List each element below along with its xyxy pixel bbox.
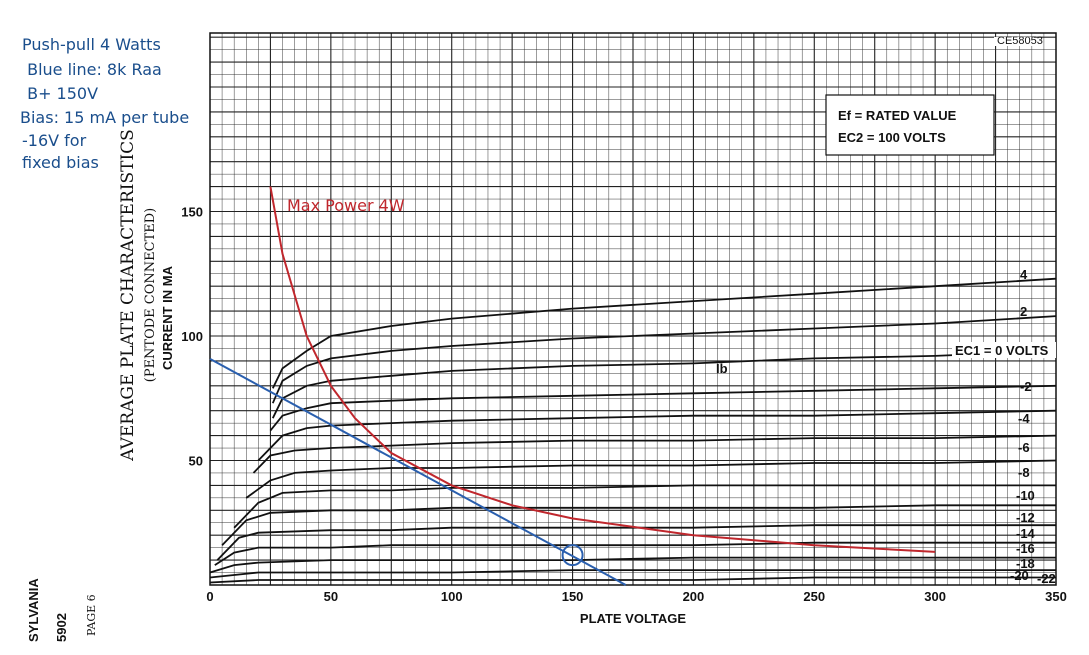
ec1-label-bg bbox=[952, 342, 1056, 358]
curve-label--2: -2 bbox=[1020, 379, 1032, 394]
curve-label--10: -10 bbox=[1016, 488, 1035, 503]
plate-curve--12 bbox=[221, 504, 1056, 546]
plate-curve--20 bbox=[209, 569, 1056, 579]
annotation-line-6: fixed bias bbox=[22, 153, 99, 172]
conditions-box bbox=[825, 94, 995, 156]
y-tick-label: 50 bbox=[189, 454, 203, 469]
y-tick-label: 100 bbox=[181, 329, 203, 344]
max-power-label: Max Power 4W bbox=[287, 196, 405, 215]
operating-point-marker bbox=[561, 544, 584, 567]
curve-label--14: -14 bbox=[1016, 526, 1036, 541]
x-tick-label: 200 bbox=[683, 589, 705, 604]
plate-curve--18 bbox=[209, 556, 1056, 574]
annotation-line-2: Blue line: 8k Raa bbox=[22, 60, 162, 79]
max-power-curve bbox=[269, 186, 936, 553]
curve-label--4: -4 bbox=[1018, 411, 1030, 426]
chart-title: AVERAGE PLATE CHARACTERISTICS bbox=[118, 129, 138, 462]
condition-ec2: EC2 = 100 VOLTS bbox=[838, 130, 946, 145]
footer-page: PAGE 6 bbox=[85, 594, 98, 636]
x-axis-label: PLATE VOLTAGE bbox=[580, 611, 686, 626]
x-tick-label: 50 bbox=[324, 589, 338, 604]
x-tick-label: 250 bbox=[803, 589, 825, 604]
plate-curve-2 bbox=[271, 315, 1057, 404]
plate-curve--6 bbox=[252, 434, 1057, 474]
plate-curves bbox=[209, 277, 1057, 584]
curve-label-4: 4 bbox=[1020, 267, 1028, 282]
curve-label--16: -16 bbox=[1016, 541, 1035, 556]
curve-label--22: -22 bbox=[1037, 571, 1056, 586]
ib-label: Ib bbox=[716, 361, 728, 376]
x-tick-label: 100 bbox=[441, 589, 463, 604]
curve-label--20: -20 bbox=[1010, 568, 1029, 583]
plate-curve-4 bbox=[271, 277, 1057, 389]
annotation-line-1: Push-pull 4 Watts bbox=[22, 35, 161, 54]
plate-curve--10 bbox=[233, 484, 1056, 529]
plate-curve--14 bbox=[216, 524, 1056, 561]
curve-label-2: 2 bbox=[1020, 304, 1027, 319]
curve-labels: 4 2 -2 -4 -6 -8 -10 -12-14-16-18-20 -22 bbox=[1010, 267, 1056, 586]
catalog-code: CE58053 bbox=[997, 35, 1043, 47]
curve-label--18: -18 bbox=[1016, 556, 1035, 571]
annotation-block: Push-pull 4 Watts Blue line: 8k Raa B+ 1… bbox=[20, 35, 189, 172]
plate-curve--8 bbox=[245, 459, 1057, 499]
y-tick-labels: 50 100 150 bbox=[181, 205, 203, 469]
plate-curve--2 bbox=[269, 384, 1057, 432]
curve-label--6: -6 bbox=[1018, 440, 1030, 455]
chart-grid bbox=[210, 33, 1056, 585]
y-axis-label: CURRENT IN MA bbox=[160, 265, 175, 370]
x-tick-label: 0 bbox=[206, 589, 213, 604]
x-tick-label: 150 bbox=[562, 589, 584, 604]
annotation-line-5: -16V for bbox=[22, 131, 87, 150]
plate-curve--4 bbox=[257, 409, 1057, 462]
annotation-line-3: B+ 150V bbox=[22, 84, 98, 103]
curve-label--12: -12 bbox=[1016, 510, 1035, 525]
chart-subtitle: (PENTODE CONNECTED) bbox=[143, 208, 158, 383]
plot-frame bbox=[209, 32, 1057, 586]
condition-ef: Ef = RATED VALUE bbox=[838, 108, 957, 123]
plate-curve-0 bbox=[271, 350, 1057, 419]
x-tick-label: 350 bbox=[1045, 589, 1067, 604]
plate-curve--22 bbox=[209, 576, 1056, 584]
catalog-code-bg bbox=[994, 37, 1034, 46]
y-tick-label: 150 bbox=[181, 205, 203, 220]
footer-brand: SYLVANIA bbox=[26, 578, 41, 642]
curve-label--8: -8 bbox=[1018, 465, 1030, 480]
x-tick-labels: 0 50 100 150 200 250 300 350 bbox=[206, 589, 1066, 604]
load-line-8k bbox=[209, 358, 627, 586]
plate-curve--16 bbox=[214, 541, 1056, 566]
footer-model: 5902 bbox=[54, 613, 69, 642]
x-tick-label: 300 bbox=[924, 589, 946, 604]
annotation-line-4: Bias: 15 mA per tube bbox=[20, 108, 189, 127]
ec1-label: EC1 = 0 VOLTS bbox=[955, 343, 1049, 358]
